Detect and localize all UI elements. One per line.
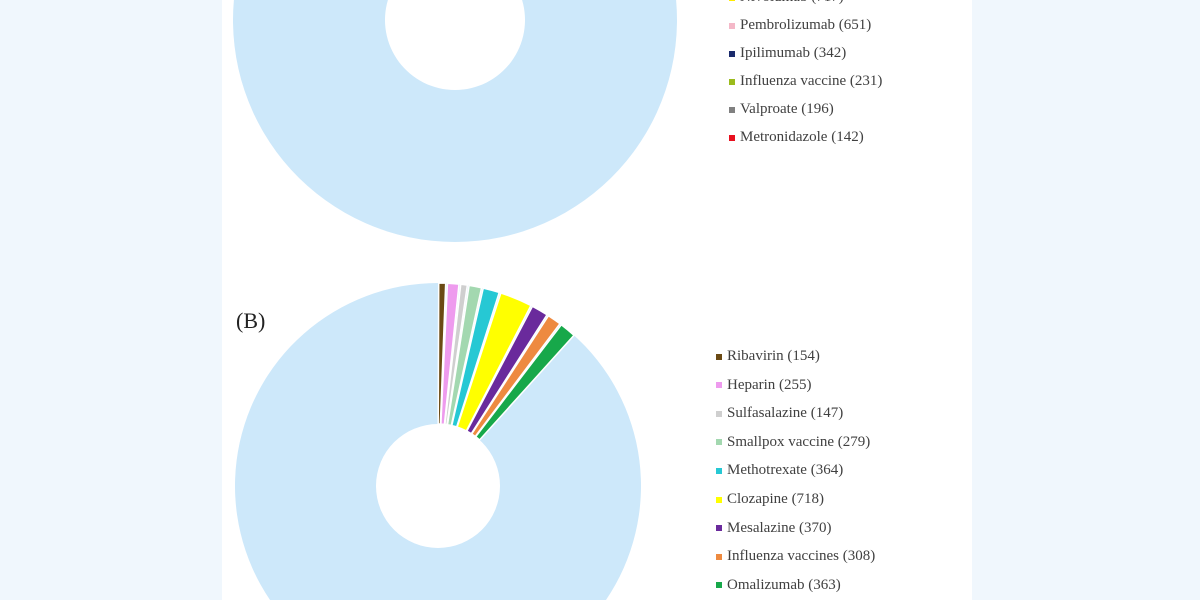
legend-label: Mesalazine (370) [727,519,832,536]
legend-label: Nivolumab (717) [740,0,844,6]
legend-swatch [716,353,722,360]
legend-item: Ribavirin (154) [716,348,820,365]
legend-swatch [729,78,735,85]
legend-swatch [716,410,722,417]
donut-b-slice-8 [474,323,576,442]
legend-label: Methotrexate (364) [727,462,844,479]
legend-label: Omalizumab (363) [727,576,841,593]
legend-swatch [729,22,735,29]
legend-label: Smallpox vaccine (279) [727,433,871,450]
legend-label: Influenza vaccine (231) [740,73,883,89]
legend-label: Influenza vaccines (308) [727,548,876,565]
legend-swatch [716,582,722,589]
legend-item: Ipilimumab (342) [729,45,846,62]
legend-item: Heparin (255) [716,377,812,394]
legend-label: Ipilimumab (342) [740,45,847,61]
legend-label: Sulfasalazine (147) [727,405,844,422]
legend-item: Valproate (196) [729,101,834,118]
legend-label: Clozapine (718) [727,491,825,507]
legend-label: Pembrolizumab (651) [740,17,872,33]
legend-swatch [716,467,722,474]
legend-swatch [729,106,735,113]
legend-label: Valproate (196) [740,101,834,117]
legend-item: Omalizumab (363) [716,577,841,594]
legend-label: Metronidazole (142) [740,129,864,145]
legend-swatch [716,382,722,389]
legend-swatch [729,50,735,57]
legend-item: Influenza vaccine (231) [729,73,882,90]
legend-item: Smallpox vaccine (279) [716,434,870,451]
legend-item: Nivolumab (717) [729,0,844,6]
panel-label-b: (B) [236,308,266,333]
legend-item: Sulfasalazine (147) [716,405,843,422]
legend-swatch [716,525,722,532]
donut-a-ring [233,0,678,242]
legend-item: Metronidazole (142) [729,129,864,146]
legend-swatch [716,496,722,503]
legend-item: Pembrolizumab (651) [729,17,871,34]
legend-item: Influenza vaccines (308) [716,548,875,565]
legend-label: Ribavirin (154) [727,348,820,364]
legend-item: Methotrexate (364) [716,462,843,479]
legend-swatch [729,134,735,141]
legend-swatch [716,439,722,446]
legend-item: Mesalazine (370) [716,520,832,537]
legend-item: Clozapine (718) [716,491,824,508]
legend-swatch [729,0,735,1]
legend-label: Heparin (255) [727,376,812,393]
legend-swatch [716,553,722,560]
